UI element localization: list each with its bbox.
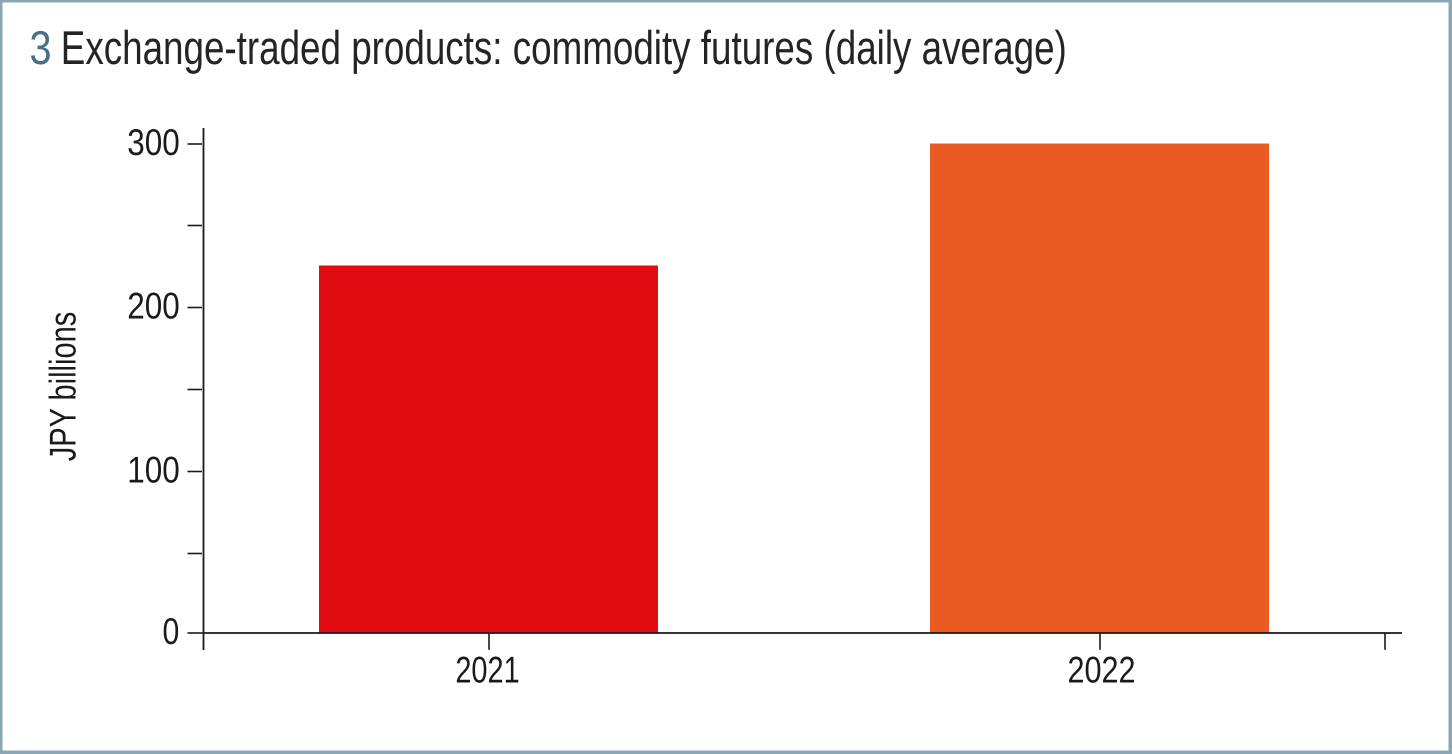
svg-text:100: 100 bbox=[127, 449, 180, 491]
svg-text:300: 300 bbox=[127, 121, 180, 163]
svg-text:JPY billions: JPY billions bbox=[42, 312, 84, 462]
svg-text:3: 3 bbox=[30, 22, 52, 75]
svg-text:Exchange-traded products: comm: Exchange-traded products: commodity futu… bbox=[61, 22, 1067, 75]
svg-text:0: 0 bbox=[163, 610, 180, 652]
svg-text:200: 200 bbox=[127, 285, 180, 327]
svg-text:2022: 2022 bbox=[1068, 649, 1136, 691]
svg-text:2021: 2021 bbox=[455, 649, 519, 691]
